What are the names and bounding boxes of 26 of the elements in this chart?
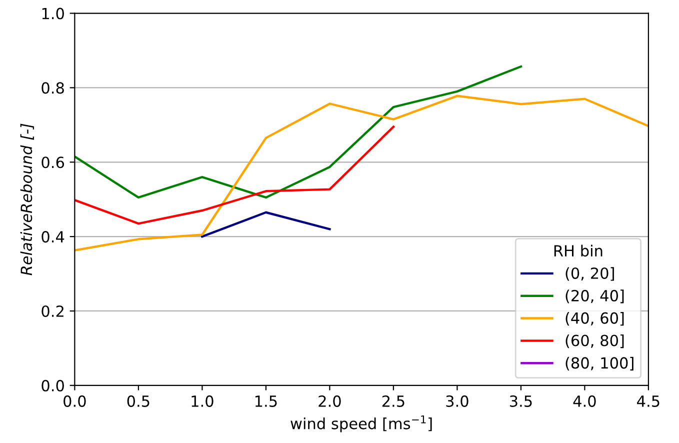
x-tick-label: 4.0: [573, 395, 596, 407]
x-tick-label: 3.5: [510, 395, 532, 407]
legend-label: (0, 20]: [566, 267, 614, 281]
y-tick-label: 0.0: [42, 380, 64, 392]
x-tick-label: 1.0: [192, 395, 214, 407]
x-tick-label: 4.5: [637, 396, 660, 407]
line-series: [74, 65, 522, 199]
x-tick-label: 0.0: [64, 395, 86, 407]
line-series: [74, 126, 395, 225]
x-tick-label: 0.5: [127, 395, 150, 407]
y-tick-label: 1.0: [42, 8, 64, 20]
x-tick-label: 2.0: [318, 395, 341, 407]
x-tick-label: 1.5: [255, 396, 277, 407]
legend-label: (20, 40]: [566, 290, 624, 304]
x-tick-label: 2.5: [382, 395, 404, 407]
y-tick-label: 0.4: [42, 231, 64, 243]
y-axis-title: RelativeRebound [-]: [20, 124, 34, 276]
x-axis-title: wind speed [ms$^{−1}$]: [290, 415, 432, 432]
legend-label: (80, 100]: [566, 356, 634, 370]
legend-label: (40, 60]: [566, 312, 624, 326]
y-tick-label: 0.6: [42, 156, 64, 168]
x-tick-label: 3.0: [446, 395, 468, 407]
legend-title: RH bin: [554, 244, 602, 257]
y-tick-label: 0.8: [42, 82, 64, 94]
legend-label: (60, 80]: [566, 334, 624, 348]
y-tick-label: 0.2: [42, 305, 64, 318]
